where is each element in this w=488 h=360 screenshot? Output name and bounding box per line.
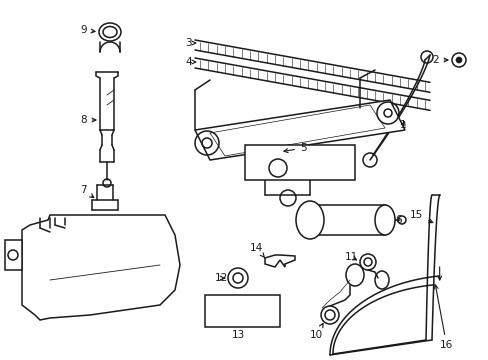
Text: 2: 2	[431, 55, 447, 65]
Polygon shape	[195, 100, 404, 160]
Polygon shape	[5, 240, 22, 270]
Polygon shape	[264, 255, 294, 267]
FancyBboxPatch shape	[309, 205, 384, 235]
Ellipse shape	[295, 201, 324, 239]
Text: 4: 4	[184, 57, 195, 67]
Text: 11: 11	[345, 252, 358, 262]
Polygon shape	[22, 215, 180, 320]
Text: 14: 14	[249, 243, 264, 258]
Text: 5: 5	[284, 143, 306, 153]
Text: 9: 9	[80, 25, 95, 35]
Text: 3: 3	[184, 38, 195, 48]
Text: 10: 10	[309, 324, 323, 340]
Text: 13: 13	[231, 330, 245, 340]
Text: 12: 12	[215, 273, 228, 283]
Text: 8: 8	[80, 115, 96, 125]
Text: 1: 1	[399, 120, 406, 130]
Text: 7: 7	[80, 185, 94, 198]
Text: 6: 6	[390, 215, 401, 225]
Circle shape	[455, 57, 461, 63]
Text: 15: 15	[409, 210, 432, 223]
FancyBboxPatch shape	[244, 145, 354, 180]
FancyBboxPatch shape	[204, 295, 280, 327]
Ellipse shape	[374, 205, 394, 235]
Text: 16: 16	[433, 285, 452, 350]
